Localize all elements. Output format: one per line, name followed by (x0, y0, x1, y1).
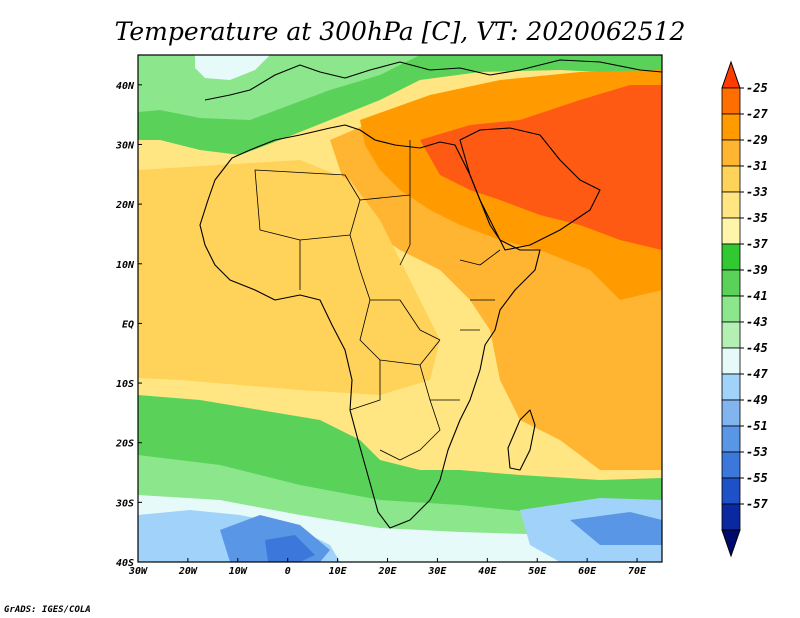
colorbar-label: -51 (746, 419, 768, 433)
colorbar-box (721, 425, 741, 453)
colorbar-box (721, 139, 741, 167)
field-coldest (265, 535, 315, 562)
field-south-green (138, 395, 662, 520)
colorbar-box (721, 87, 741, 115)
longitude-ticks: 30W 20W 10W 0 10E 20E 30E 40E 50E 60E 70E (128, 558, 647, 577)
colorbar-label: -43 (746, 315, 768, 329)
lon-tick-label: 40E (478, 566, 497, 577)
footer-credit: GrADS: IGES/COLA (4, 605, 91, 615)
colorbar-top-arrow (721, 60, 741, 89)
colorbar-label: -37 (746, 237, 768, 251)
colorbar-box (721, 503, 741, 531)
africa-coastline (199, 124, 541, 529)
lon-tick-label: 20E (377, 566, 397, 577)
madagascar-coastline (507, 409, 536, 471)
colorbar-label: -47 (746, 367, 768, 381)
lon-tick-label: 60E (578, 566, 597, 577)
lon-tick-label: 10E (329, 566, 348, 577)
colorbar-label: -55 (746, 471, 768, 485)
latitude-ticks: 40N 30N 20N 10N EQ 10S 20S 30S 40S (115, 81, 142, 569)
lon-tick-label: 70E (628, 566, 647, 577)
colorbar-box (721, 165, 741, 193)
colorbar-box (721, 373, 741, 401)
colorbar-box (721, 321, 741, 349)
colorbar-bottom-arrow (721, 529, 741, 558)
colorbar-box (721, 399, 741, 427)
lon-tick-label: 10W (229, 566, 248, 577)
colorbar-label: -49 (746, 393, 768, 407)
lat-tick-label: 40N (116, 81, 135, 92)
temperature-field (138, 55, 662, 562)
map-frame (137, 54, 663, 563)
colorbar-box (721, 451, 741, 479)
colorbar-label: -27 (746, 107, 768, 121)
lon-tick-label: 50E (528, 566, 547, 577)
colorbar-label: -31 (746, 159, 768, 173)
lat-tick-label: 20N (115, 200, 135, 211)
chart-title: Temperature at 300hPa [C], VT: 202006251… (115, 17, 686, 46)
colorbar-label: -57 (746, 497, 768, 511)
country-borders (254, 140, 501, 461)
colorbar-label: -45 (746, 341, 768, 355)
colorbar-box (721, 347, 741, 375)
field-hot-core (420, 85, 662, 250)
colorbar-label: -41 (746, 289, 768, 303)
lon-tick-label: 20W (178, 566, 198, 577)
map-panel: 30W 20W 10W 0 10E 20E 30E 40E 50E 60E 70E 40N 30N 20… (115, 54, 663, 577)
colorbar-box (721, 243, 741, 271)
colorbar-box (721, 269, 741, 297)
europe-coastline (204, 59, 662, 101)
lon-tick-label: 0 (285, 566, 291, 577)
lat-tick-label: 30S (115, 498, 134, 509)
lat-tick-label: 10S (116, 379, 134, 390)
lat-tick-label: 40S (116, 558, 134, 569)
colorbar-box (721, 477, 741, 505)
colorbar-label: -25 (746, 81, 768, 95)
colorbar-box (721, 191, 741, 219)
lon-tick-label: 30W (128, 566, 148, 577)
lon-tick-label: 30E (427, 566, 447, 577)
field-north-cyan (195, 55, 270, 80)
field-south-deep-blue (220, 512, 662, 562)
colorbar-label: -39 (746, 263, 768, 277)
lat-tick-label: EQ (122, 319, 134, 330)
colorbar-label: -35 (746, 211, 768, 225)
lat-tick-label: 10N (116, 260, 135, 271)
colorbar-label: -53 (746, 445, 768, 459)
colorbar-box (721, 217, 741, 245)
colorbar-box (721, 113, 741, 141)
field-tropics-deep (138, 160, 440, 395)
colorbar-label: -29 (746, 133, 768, 147)
colorbar: -25 -27 -29 -31 -33 -35 -37 -39 -41 -43 -45 -47 -49 -… (721, 60, 768, 558)
colorbar-label: -33 (746, 185, 768, 199)
lat-tick-label: 30N (115, 140, 135, 151)
lat-tick-label: 20S (115, 439, 134, 450)
arabia-coastline (459, 127, 601, 251)
colorbar-box (721, 295, 741, 323)
